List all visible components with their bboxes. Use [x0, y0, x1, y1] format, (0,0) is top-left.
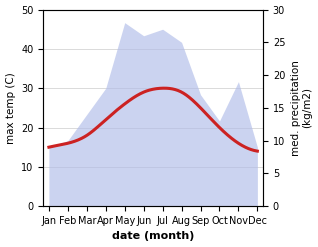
- Y-axis label: max temp (C): max temp (C): [5, 72, 16, 144]
- X-axis label: date (month): date (month): [112, 231, 194, 242]
- Y-axis label: med. precipitation
(kg/m2): med. precipitation (kg/m2): [291, 60, 313, 156]
